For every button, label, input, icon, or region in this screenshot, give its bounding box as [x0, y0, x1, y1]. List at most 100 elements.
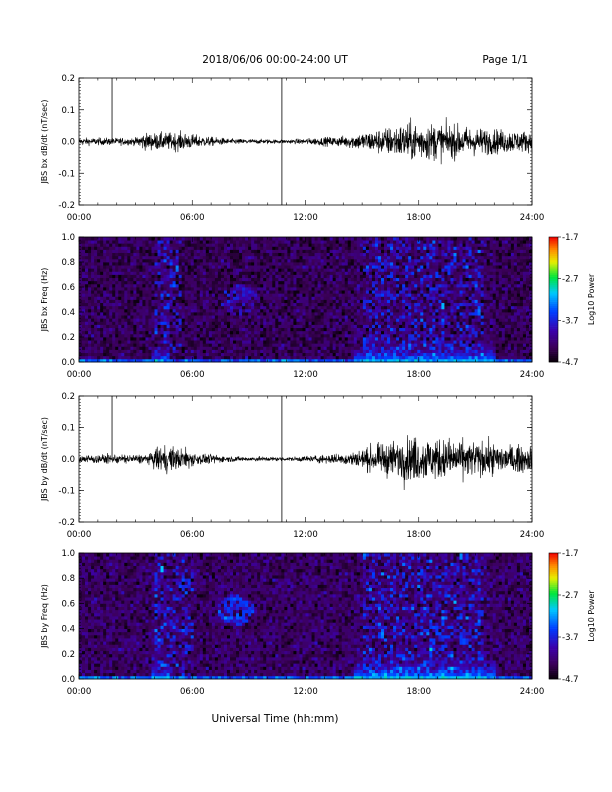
spectrogram-cell — [362, 299, 367, 304]
spectrogram-cell — [414, 249, 418, 254]
spectrogram-cell — [85, 308, 89, 313]
spectrogram-cell — [335, 340, 340, 344]
spectrogram-cell — [142, 312, 146, 316]
spectrogram-cell — [266, 312, 270, 316]
spectrogram-cell — [269, 346, 273, 350]
spectrogram-cell — [281, 324, 285, 329]
spectrogram-cell — [196, 296, 201, 300]
spectrogram-cell — [136, 262, 140, 266]
spectrogram-cell — [311, 302, 315, 307]
spectrogram-cell — [332, 274, 337, 279]
spectrogram-cell — [121, 358, 125, 363]
spectrogram-cell — [163, 258, 167, 263]
spectrogram-cell — [136, 346, 140, 350]
spectrogram-cell — [236, 280, 240, 285]
spectrogram-cell — [172, 352, 177, 357]
spectrogram-cell — [314, 271, 318, 275]
spectrogram-cell — [284, 299, 288, 304]
spectrogram-cell — [118, 258, 122, 263]
spectrogram-cell — [187, 240, 192, 244]
spectrogram-cell — [136, 237, 140, 241]
spectrogram-cell — [432, 265, 436, 269]
spectrogram-cell — [335, 271, 340, 275]
spectrogram-cell — [190, 305, 195, 310]
spectrogram-cell — [196, 349, 201, 354]
spectrogram-cell — [260, 293, 264, 297]
spectrogram-cell — [390, 302, 394, 307]
spectrogram-cell — [374, 271, 379, 275]
spectrogram-cell — [148, 243, 152, 247]
spectrogram-cell — [163, 302, 167, 307]
spectrogram-cell — [432, 305, 436, 310]
spectrogram-cell — [356, 358, 361, 363]
spectrogram-cell — [220, 274, 225, 279]
spectrogram-cell — [387, 355, 391, 360]
spectrogram-cell — [79, 265, 83, 269]
spectrogram-cell — [381, 299, 385, 304]
spectrogram-cell — [257, 299, 261, 304]
spectrogram-cell — [169, 352, 174, 357]
spectrogram-cell — [365, 321, 370, 325]
spectrogram-cell — [293, 296, 297, 300]
spectrogram-cell — [338, 252, 343, 257]
spectrogram-cell — [402, 299, 406, 304]
spectrogram-cell — [399, 333, 403, 338]
spectrogram-cell — [124, 337, 128, 341]
spectrogram-cell — [326, 299, 331, 304]
spectrogram-cell — [242, 299, 246, 304]
spectrogram-cell — [193, 262, 198, 266]
spectrogram-cell — [411, 255, 415, 260]
spectrogram-cell — [97, 358, 101, 363]
spectrogram-cell — [326, 268, 331, 272]
spectrogram-cell — [284, 321, 288, 325]
spectrogram-cell — [193, 255, 198, 260]
spectrogram-cell — [393, 355, 397, 360]
spectrogram-cell — [257, 243, 261, 247]
spectrogram-cell — [214, 271, 219, 275]
spectrogram-cell — [399, 290, 403, 294]
spectrogram-cell — [390, 237, 394, 241]
spectrogram-cell — [293, 327, 297, 332]
spectrogram-cell — [311, 324, 315, 329]
spectrogram-cell — [82, 352, 86, 357]
spectrogram-cell — [251, 355, 255, 360]
spectrogram-cell — [420, 318, 424, 322]
spectrogram-cell — [263, 302, 267, 307]
spectrogram-cell — [284, 340, 288, 344]
spectrogram-cell — [305, 265, 309, 269]
spectrogram-cell — [181, 240, 186, 244]
spectrogram-cell — [317, 243, 321, 247]
spectrogram-cell — [393, 330, 397, 335]
spectrogram-cell — [438, 268, 442, 272]
spectrogram-cell — [79, 243, 83, 247]
spectrogram-cell — [226, 346, 231, 350]
spectrogram-cell — [202, 296, 207, 300]
spectrogram-cell — [157, 252, 161, 257]
spectrogram-cell — [438, 240, 442, 244]
spectrogram-cell — [377, 352, 382, 357]
spectrogram-cell — [365, 308, 370, 313]
spectrogram-cell — [335, 299, 340, 304]
spectrogram-cell — [196, 315, 201, 319]
spectrogram-cell — [148, 349, 152, 354]
spectrogram-cell — [199, 271, 204, 275]
spectrogram-cell — [245, 312, 249, 316]
spectrogram-cell — [308, 252, 312, 257]
spectrogram-cell — [124, 268, 128, 272]
spectrogram-cell — [429, 312, 433, 316]
spectrogram-cell — [202, 249, 207, 254]
spectrogram-cell — [329, 340, 334, 344]
spectrogram-cell — [320, 349, 325, 354]
spectrogram-cell — [178, 340, 183, 344]
spectrogram-cell — [384, 312, 388, 316]
spectrogram-cell — [326, 265, 331, 269]
spectrogram-cell — [94, 318, 98, 322]
spectrogram-cell — [251, 324, 255, 329]
spectrogram-cell — [118, 280, 122, 285]
spectrogram-cell — [205, 296, 210, 300]
spectrogram-cell — [142, 258, 146, 263]
spectrogram-cell — [332, 293, 337, 297]
spectrogram-cell — [100, 277, 104, 282]
spectrogram-cell — [245, 258, 249, 263]
spectrogram-cell — [88, 287, 92, 291]
